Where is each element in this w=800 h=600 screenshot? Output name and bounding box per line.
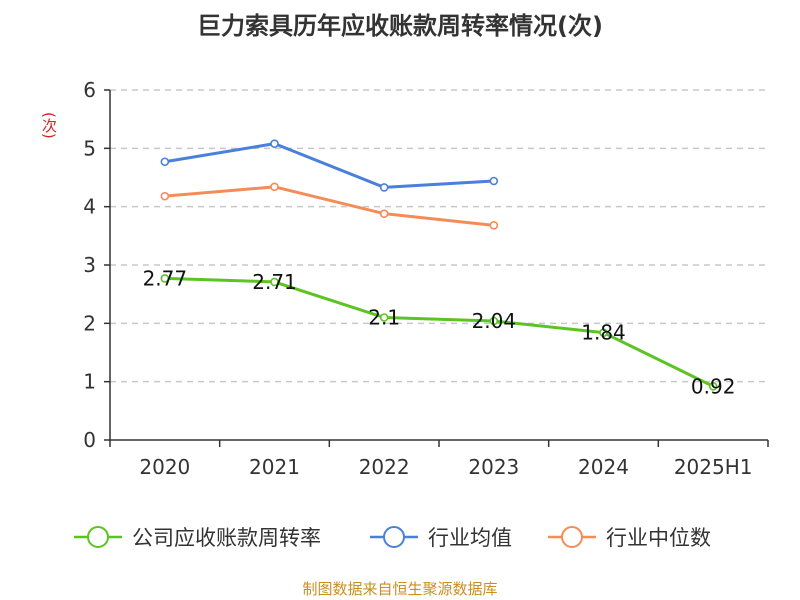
x-tick-label: 2024 [578,455,629,479]
source-note: 制图数据来自恒生聚源数据库 [302,580,498,598]
legend-swatch-marker [87,526,109,548]
y-tick-label: 4 [83,195,96,219]
chart-title: 巨力索具历年应收账款周转率情况(次) [197,12,603,40]
data-point [270,277,279,287]
x-tick-label: 2025H1 [674,455,753,479]
series-line [164,276,714,388]
legend-label: 行业均值 [428,526,512,550]
data-point [379,183,389,192]
data-label: 2.77 [143,266,188,290]
series-lines [160,139,718,391]
data-point [270,182,279,192]
legend: 公司应收账款周转率 行业均值 行业中位数 [74,526,711,550]
legend-swatch-marker [383,526,405,548]
y-tick-label: 5 [83,136,96,160]
grid-lines [110,89,768,383]
legend-swatch-marker [561,526,583,548]
y-tick-label: 6 [83,78,96,102]
legend-item[interactable]: 行业均值 [370,526,512,550]
axes: 0 1 2 3 4 5 6 2020 2021 2022 2023 2024 2025H1 [83,78,769,479]
y-tick-label: 2 [83,311,96,335]
y-tick-label: 0 [83,428,96,452]
y-tick-label: 3 [83,253,96,277]
x-tick-label: 2022 [359,455,410,479]
x-tick-label: 2021 [249,455,300,479]
data-label: 2.71 [252,270,297,294]
data-point [489,176,499,186]
data-point [489,316,499,326]
data-point [708,382,718,391]
legend-label: 公司应收账款周转率 [132,526,321,550]
x-tick-label: 2020 [139,455,190,479]
x-tick-label: 2023 [468,455,519,479]
legend-item[interactable]: 公司应收账款周转率 [74,526,321,550]
series-line [164,185,494,227]
data-point [160,274,170,283]
series-line [164,142,494,189]
data-labels: 2.77 2.71 2.1 2.04 1.84 0.92 [143,266,736,398]
data-point [489,221,499,230]
y-tick-label: 1 [83,370,96,394]
y-axis-unit-label: (次) [40,112,58,139]
data-point [160,157,170,167]
data-label: 2.04 [472,309,517,333]
data-label: 2.1 [368,306,400,330]
legend-item[interactable]: 行业中位数 [548,526,711,550]
data-label: 1.84 [581,321,626,345]
data-point [379,313,389,322]
data-point [160,191,170,201]
legend-label: 行业中位数 [606,526,711,550]
data-point [379,209,389,218]
data-point [270,139,279,148]
data-point [599,328,608,337]
data-label: 0.92 [691,374,736,398]
